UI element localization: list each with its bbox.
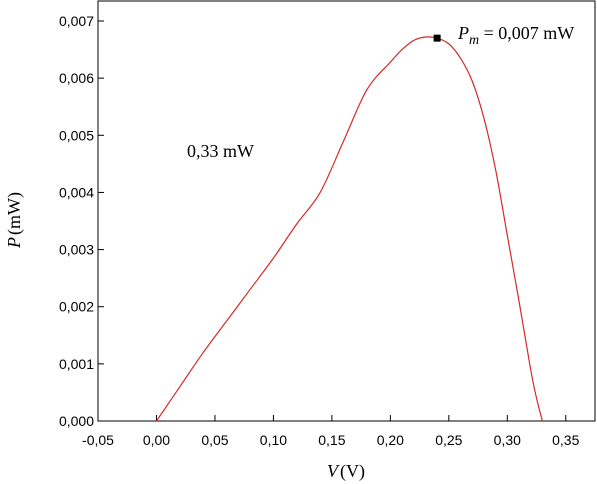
x-tick-label: 0,00 xyxy=(143,432,170,448)
x-tick-label: -0,05 xyxy=(82,432,114,448)
y-tick-label: 0,000 xyxy=(59,413,94,429)
y-axis-tick-labels: 0,000 0,001 0,002 0,003 0,004 0,005 0,006 0,007 xyxy=(59,13,94,429)
y-axis-ticks xyxy=(98,20,104,422)
x-tick-label: 0,25 xyxy=(435,432,462,448)
max-power-label: Pm = 0,007 mW xyxy=(457,23,574,48)
x-tick-label: 0,35 xyxy=(552,432,579,448)
y-tick-label: 0,001 xyxy=(59,356,94,372)
y-tick-label: 0,004 xyxy=(59,184,94,200)
y-tick-label: 0,005 xyxy=(59,127,94,143)
plot-frame xyxy=(97,0,596,422)
x-axis-label: V (V) xyxy=(327,461,365,482)
annotation-text: 0,33 mW xyxy=(187,141,254,161)
y-tick-label: 0,006 xyxy=(59,70,94,86)
x-axis-tick-labels: -0,05 0,00 0,05 0,10 0,15 0,20 0,25 0,30 0,35 xyxy=(82,432,580,448)
max-power-marker xyxy=(433,34,441,42)
y-tick-label: 0,002 xyxy=(59,299,94,315)
x-tick-label: 0,30 xyxy=(494,432,521,448)
x-tick-label: 0,20 xyxy=(377,432,404,448)
x-tick-label: 0,05 xyxy=(201,432,228,448)
power-curve-line xyxy=(155,36,543,422)
y-axis-label: P(mW) xyxy=(4,192,25,249)
x-tick-label: 0,15 xyxy=(318,432,345,448)
y-tick-label: 0,007 xyxy=(59,13,94,29)
x-axis-ticks xyxy=(97,415,567,421)
y-tick-label: 0,003 xyxy=(59,242,94,258)
x-tick-label: 0,10 xyxy=(260,432,287,448)
